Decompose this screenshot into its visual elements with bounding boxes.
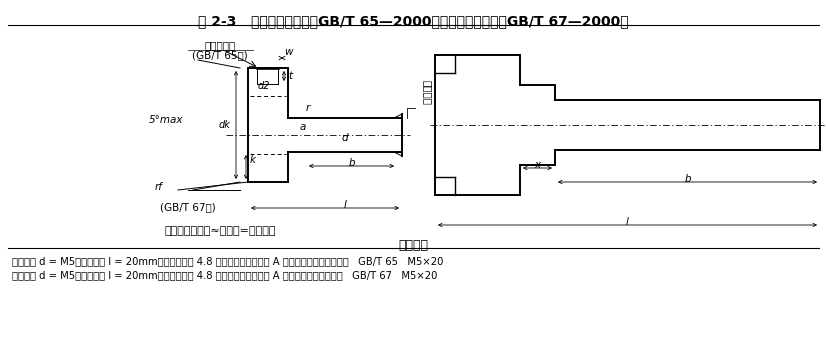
Text: 螺纹规格 d = M5、公称长度 l = 20mm、性能等级为 4.8 级、不经表面处理的 A 级开槽圆柱头螺钉：螺钉   GB/T 65   M5×20: 螺纹规格 d = M5、公称长度 l = 20mm、性能等级为 4.8 级、不经…: [12, 256, 443, 266]
Text: rf: rf: [155, 182, 163, 192]
Text: d2: d2: [258, 81, 270, 91]
Text: w: w: [284, 47, 292, 57]
Text: 无螺纹部分杆径≈中径或=螺纹大径: 无螺纹部分杆径≈中径或=螺纹大径: [165, 226, 275, 236]
Text: l: l: [626, 217, 629, 227]
Text: 表 2-3   开槽圆柱头螺钉（GB/T 65—2000）、开槽盘头螺钉（GB/T 67—2000）: 表 2-3 开槽圆柱头螺钉（GB/T 65—2000）、开槽盘头螺钉（GB/T …: [198, 14, 629, 28]
Text: l: l: [343, 200, 347, 210]
Text: 圆的或平的: 圆的或平的: [204, 40, 236, 50]
Text: (GB/T 67用): (GB/T 67用): [160, 202, 216, 212]
Text: b: b: [684, 174, 691, 184]
Text: dk: dk: [218, 120, 230, 130]
Text: 5°max: 5°max: [149, 115, 183, 125]
Text: d: d: [342, 133, 348, 143]
Text: k: k: [250, 155, 256, 165]
Text: 标记示例: 标记示例: [398, 239, 428, 252]
Text: (GB/T 65用): (GB/T 65用): [192, 50, 248, 60]
Text: t: t: [288, 71, 292, 81]
Text: r: r: [306, 103, 310, 113]
Text: a: a: [300, 122, 306, 132]
Text: 螺纹规格 d = M5、公称长度 l = 20mm、性能等级为 4.8 级、不经表面处理的 A 级开槽盘头螺钉：螺钉   GB/T 67   M5×20: 螺纹规格 d = M5、公称长度 l = 20mm、性能等级为 4.8 级、不经…: [12, 270, 437, 280]
Text: x: x: [534, 160, 541, 170]
Text: b: b: [348, 158, 355, 168]
Text: 螺纹末端: 螺纹末端: [422, 80, 432, 105]
